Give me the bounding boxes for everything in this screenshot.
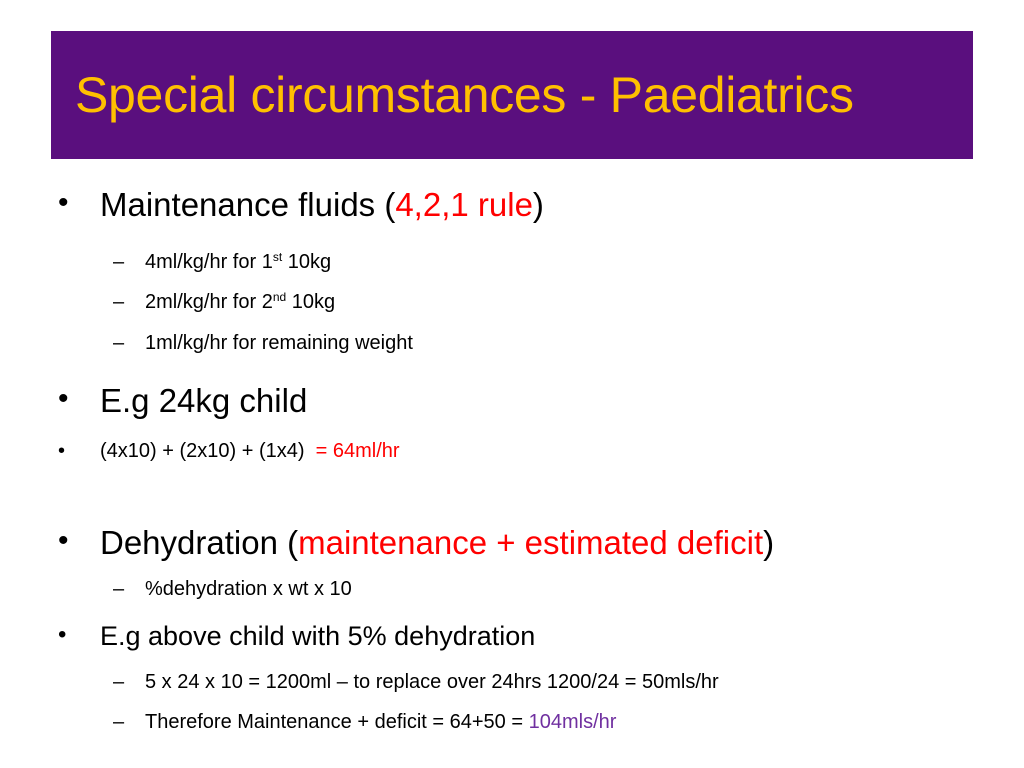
bullet-icon: •	[58, 382, 69, 415]
sub-bullet-text: 1ml/kg/hr for remaining weight	[145, 332, 413, 354]
sub-bullet-text-post: 10kg	[282, 251, 332, 273]
bullet-example-dehydration: • E.g above child with 5% dehydration	[58, 621, 535, 652]
sub-bullet-deficit-calc: – 5 x 24 x 10 = 1200ml – to replace over…	[58, 671, 719, 694]
bullet-maintenance-fluids: • Maintenance fluids (4,2,1 rule)	[58, 186, 544, 224]
slide-title: Special circumstances - Paediatrics	[75, 67, 854, 123]
total-result: 104mls/hr	[528, 711, 617, 733]
ordinal-suffix: st	[272, 249, 283, 264]
dehydration-highlight: maintenance + estimated deficit	[298, 524, 764, 561]
bullet-icon: •	[58, 440, 66, 462]
dash-icon: –	[113, 332, 125, 354]
bullet-text-pre: Dehydration (	[100, 524, 299, 561]
sub-bullet-text-post: 10kg	[286, 291, 336, 313]
dash-icon: –	[113, 671, 125, 693]
bullet-text: E.g 24kg child	[100, 382, 308, 419]
sub-bullet-total: – Therefore Maintenance + deficit = 64+5…	[58, 711, 616, 734]
title-bar: Special circumstances - Paediatrics	[51, 31, 973, 159]
bullet-text: E.g above child with 5% dehydration	[100, 621, 536, 651]
bullet-icon: •	[58, 186, 69, 219]
sub-bullet-text-pre: 2ml/kg/hr for 2	[145, 291, 273, 313]
dash-icon: –	[113, 711, 125, 733]
sub-bullet-text-pre: 4ml/kg/hr for 1	[145, 251, 273, 273]
bullet-dehydration: • Dehydration (maintenance + estimated d…	[58, 524, 774, 562]
sub-bullet-text-pre: Therefore Maintenance + deficit = 64+50 …	[145, 711, 529, 733]
sub-bullet-text: %dehydration x wt x 10	[145, 578, 352, 600]
bullet-example-child: • E.g 24kg child	[58, 382, 307, 420]
rule-highlight: 4,2,1 rule	[395, 186, 533, 223]
dash-icon: –	[113, 578, 125, 600]
bullet-text-post: )	[763, 524, 775, 561]
bullet-icon: •	[58, 621, 67, 648]
sub-bullet-text: 5 x 24 x 10 = 1200ml – to replace over 2…	[145, 671, 719, 693]
calculation-result: = 64ml/hr	[315, 440, 400, 462]
sub-bullet-second-10kg: – 2ml/kg/hr for 2nd 10kg	[58, 291, 335, 314]
dash-icon: –	[113, 291, 125, 313]
bullet-calculation: • (4x10) + (2x10) + (1x4) = 64ml/hr	[58, 440, 400, 463]
ordinal-suffix: nd	[272, 289, 287, 304]
calculation-text: (4x10) + (2x10) + (1x4)	[100, 440, 316, 462]
dash-icon: –	[113, 251, 125, 273]
sub-bullet-dehydration-formula: – %dehydration x wt x 10	[58, 578, 352, 601]
bullet-text-pre: Maintenance fluids (	[100, 186, 396, 223]
sub-bullet-first-10kg: – 4ml/kg/hr for 1st 10kg	[58, 251, 331, 274]
sub-bullet-remaining-weight: – 1ml/kg/hr for remaining weight	[58, 332, 413, 355]
bullet-text-post: )	[532, 186, 544, 223]
bullet-icon: •	[58, 524, 69, 557]
